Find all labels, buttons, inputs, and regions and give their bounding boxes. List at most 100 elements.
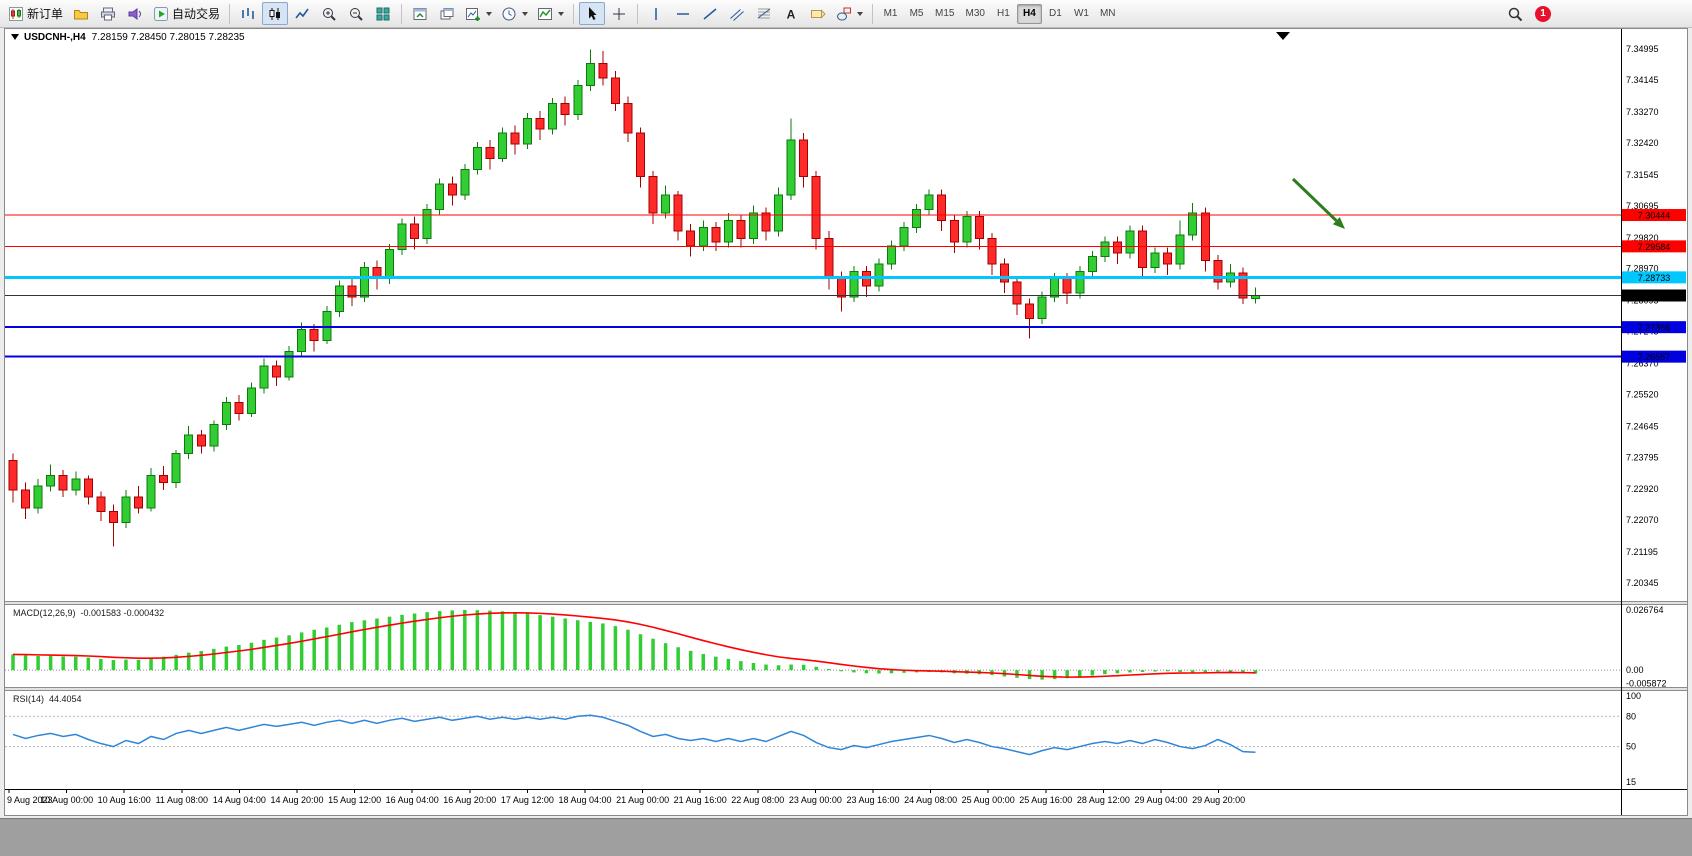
macd-tick-label: -0.005872: [1626, 678, 1667, 688]
shapes-icon: [837, 7, 852, 20]
alerts-button[interactable]: [122, 2, 148, 25]
metaeditor-button[interactable]: [68, 2, 94, 25]
current-price-tag: [1622, 289, 1686, 302]
new-chart-button[interactable]: [461, 2, 496, 25]
time-tick-label: 22 Aug 08:00: [731, 795, 784, 805]
candle-body: [46, 474, 56, 487]
price-tick-label: 7.29820: [1626, 233, 1659, 243]
candle-body: [272, 365, 282, 378]
fibonacci-button[interactable]: [751, 2, 777, 25]
candle-body: [397, 223, 407, 250]
text-button[interactable]: A: [778, 2, 804, 25]
pane-splitter[interactable]: [5, 601, 1687, 605]
candle-body: [1200, 212, 1210, 261]
new-chart-icon: [466, 7, 480, 21]
candle-body: [974, 216, 984, 239]
candle-body: [33, 485, 43, 509]
candle-body: [962, 216, 972, 243]
time-tick-label: 14 Aug 20:00: [270, 795, 323, 805]
price-tick-label: 7.20345: [1626, 578, 1659, 588]
trendline-icon: [703, 7, 717, 20]
text-label-icon: [811, 8, 826, 19]
candle-body: [736, 219, 746, 239]
candle-body: [548, 103, 558, 130]
price-tick-label: 7.34995: [1626, 44, 1659, 54]
rsi-tick-label: 80: [1626, 711, 1636, 721]
timeframe-m30-button[interactable]: M30: [965, 8, 985, 19]
timeframe-m15-button[interactable]: M15: [935, 8, 955, 19]
ea-folder-icon: [74, 9, 89, 19]
candle-body: [1037, 296, 1047, 320]
horizontal-line-button[interactable]: [670, 2, 696, 25]
chart-shift-marker-icon[interactable]: [1276, 32, 1290, 40]
tile-windows-button[interactable]: [370, 2, 396, 25]
toolbar-button-label: 自动交易: [172, 7, 221, 21]
timeframe-h1-button[interactable]: H1: [997, 8, 1010, 19]
candlestick-chart-button[interactable]: [262, 2, 289, 25]
zoom-out-icon: [350, 7, 363, 21]
timeframe-m5-button[interactable]: M5: [909, 8, 924, 19]
toolbar-separator: [229, 3, 231, 24]
candle-body: [560, 103, 570, 116]
toolbar: 新订单 自动交易 A M1 M5 M15 M30 H1 H4 D1 W1 MN 1: [0, 0, 1692, 28]
price-tick-label: 7.30695: [1626, 201, 1659, 211]
candle-body: [410, 223, 420, 239]
timeframe-mn-button[interactable]: MN: [1099, 8, 1116, 19]
candle-body: [761, 212, 771, 232]
text-label-button[interactable]: [805, 2, 831, 25]
zoom-out-button[interactable]: [343, 2, 369, 25]
candle-body: [836, 278, 846, 298]
candle-body: [108, 511, 118, 524]
zoom-in-button[interactable]: [316, 2, 342, 25]
indicators-button[interactable]: [533, 2, 568, 25]
line-chart-button[interactable]: [289, 2, 315, 25]
candle-body: [259, 365, 269, 389]
notification-badge[interactable]: 1: [1535, 5, 1551, 22]
bars-icon: [242, 7, 254, 19]
search-button[interactable]: [1502, 2, 1528, 25]
price-tick-label: 7.32420: [1626, 138, 1659, 148]
crosshair-button[interactable]: [606, 2, 632, 25]
timeframe-d1-button[interactable]: D1: [1049, 8, 1062, 19]
time-tick-label: 15 Aug 12:00: [328, 795, 381, 805]
price-scale[interactable]: 7.34995 7.34145 7.33270 7.32420 7.31545 7.306…: [1622, 44, 1686, 787]
timeframe-m1-button[interactable]: M1: [883, 8, 898, 19]
cascade-windows-button[interactable]: [434, 2, 460, 25]
time-tick-label: 14 Aug 04:00: [213, 795, 266, 805]
auto-trading-button[interactable]: 自动交易: [149, 2, 224, 25]
cursor-button[interactable]: [579, 2, 606, 25]
price-tick-label: 7.28970: [1626, 264, 1659, 274]
timeframe-h4-button[interactable]: H4: [1016, 3, 1042, 24]
candle-body: [309, 329, 319, 342]
timeframe-w1-button[interactable]: W1: [1073, 8, 1089, 19]
annotation-arrow[interactable]: [1291, 177, 1338, 222]
caret-down-icon: [486, 11, 493, 16]
candles-layer: [8, 49, 1260, 547]
candle-body: [1150, 252, 1160, 269]
candle-body: [999, 263, 1009, 283]
candle-body: [1163, 252, 1173, 265]
candle-body: [673, 194, 683, 232]
print-button[interactable]: [95, 2, 121, 25]
trendline-button[interactable]: [697, 2, 723, 25]
equidistant-channel-button[interactable]: [724, 2, 750, 25]
pane-splitter[interactable]: [5, 687, 1687, 691]
price-tick-label: 7.33270: [1626, 107, 1659, 117]
support-line-1-tag-label: 7.27366: [1638, 323, 1671, 333]
auto-arrange-button[interactable]: [407, 2, 433, 25]
zoom-in-icon: [323, 7, 336, 21]
candle-body: [221, 401, 231, 425]
periods-button[interactable]: [497, 2, 532, 25]
candle-body: [1125, 230, 1135, 254]
macd-pane: [5, 609, 1621, 680]
new-order-button[interactable]: 新订单: [4, 2, 67, 25]
shapes-button[interactable]: [832, 2, 867, 25]
chart-canvas[interactable]: 7.34995 7.34145 7.33270 7.32420 7.31545 7.306…: [5, 29, 1687, 815]
bar-chart-button[interactable]: [235, 2, 261, 25]
chart-collapse-icon[interactable]: [11, 34, 19, 41]
vertical-line-button[interactable]: [643, 2, 669, 25]
linechart-icon: [295, 8, 309, 18]
price-tick-label: 7.22920: [1626, 484, 1659, 494]
chart-window[interactable]: 7.34995 7.34145 7.33270 7.32420 7.31545 7.306…: [4, 28, 1688, 816]
